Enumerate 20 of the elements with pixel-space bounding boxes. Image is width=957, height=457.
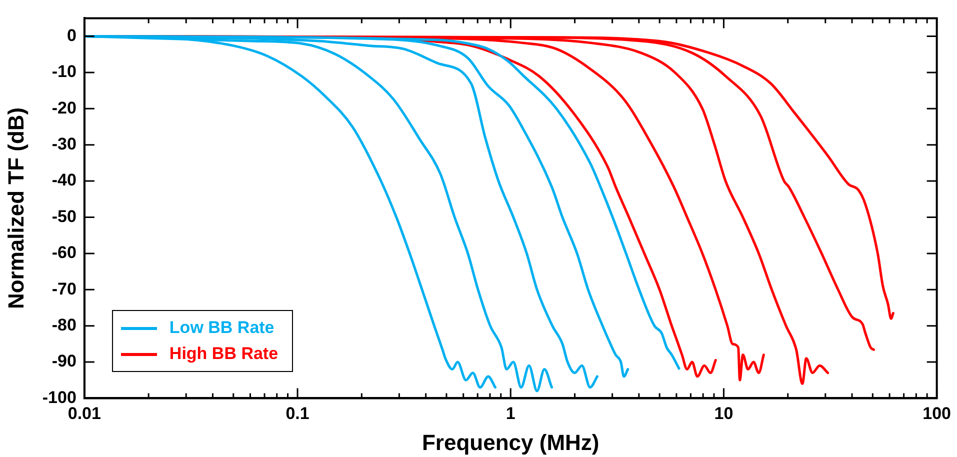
x-tick-label: 1	[506, 404, 516, 424]
y-tick-label: -70	[52, 279, 76, 298]
x-tick-label: 10	[714, 404, 734, 424]
y-tick-label: -60	[52, 243, 76, 262]
y-tick-label: -40	[52, 170, 76, 190]
x-tick-label: 0.1	[286, 404, 310, 424]
y-tick-label: -50	[52, 206, 76, 226]
y-tick-label: -90	[52, 352, 76, 371]
y-tick-label: -20	[52, 98, 76, 118]
x-tick-label: 100	[922, 404, 952, 424]
legend-label: Low BB Rate	[169, 318, 274, 338]
y-tick-label: -100	[42, 388, 76, 407]
x-axis-title: Frequency (MHz)	[422, 430, 600, 455]
legend-label: High BB Rate	[169, 344, 278, 364]
y-tick-label: -30	[52, 134, 76, 154]
x-tick-label: 0.01	[68, 404, 101, 424]
y-tick-label: 0	[66, 26, 76, 45]
y-tick-label: -80	[52, 316, 76, 335]
y-tick-label: -10	[52, 62, 76, 82]
y-axis-title: Normalized TF (dB)	[3, 107, 28, 310]
